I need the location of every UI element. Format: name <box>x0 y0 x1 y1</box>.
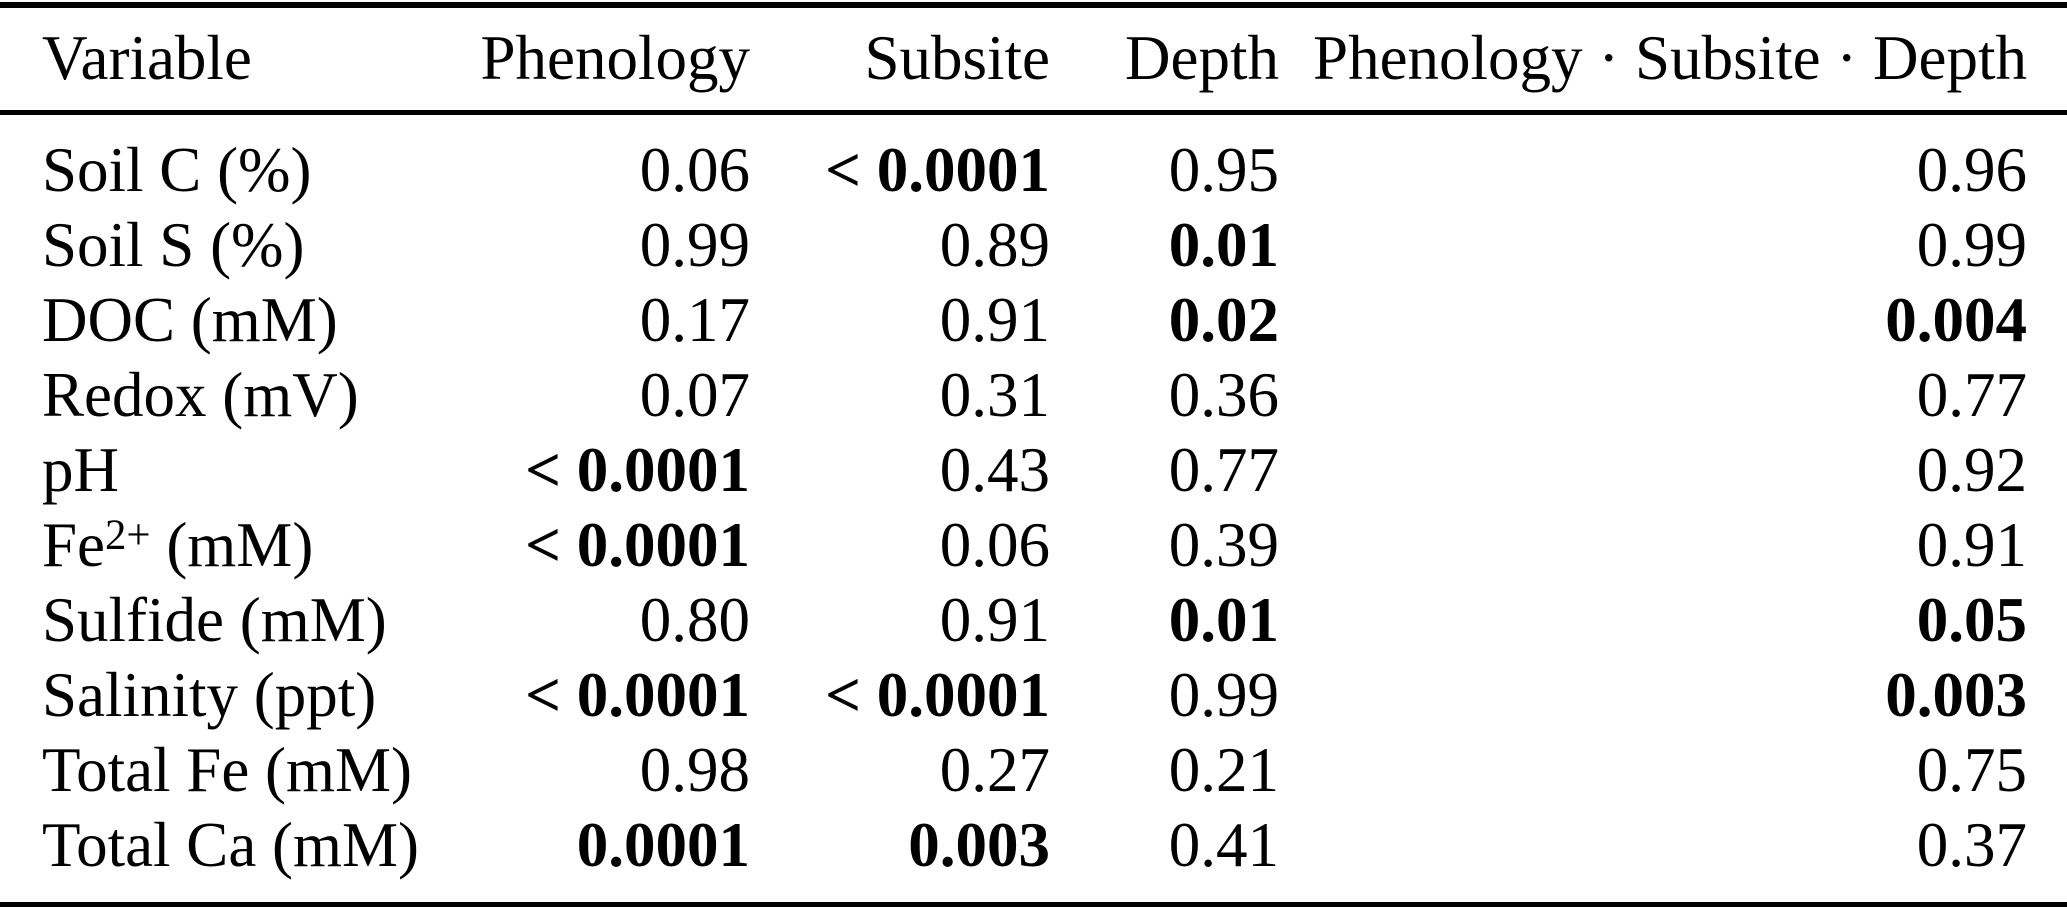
table-header-row: Variable Phenology Subsite Depth Phenolo… <box>0 7 2067 110</box>
p-value-cell: 0.003 <box>1885 660 2027 730</box>
table-row: Redox (mV) 0.07 0.31 0.36 0.77 <box>0 358 2067 433</box>
p-value-cell: 0.01 <box>1168 210 1279 280</box>
column-header-variable: Variable <box>42 23 252 93</box>
table-top-rule <box>0 2 2067 8</box>
variable-label: Soil S (%) <box>42 210 305 280</box>
p-value-cell: 0.36 <box>1168 360 1279 430</box>
p-value-cell: 0.77 <box>1916 360 2027 430</box>
p-value-cell: 0.77 <box>1168 435 1279 505</box>
p-value-cell: 0.003 <box>908 810 1050 880</box>
p-value-cell: 0.91 <box>939 285 1050 355</box>
p-value-cell: 0.91 <box>939 585 1050 655</box>
p-value-cell: 0.06 <box>939 510 1050 580</box>
variable-label: Total Fe (mM) <box>42 735 413 805</box>
p-value-cell: 0.39 <box>1168 510 1279 580</box>
p-value-cell: < 0.0001 <box>525 435 750 505</box>
p-value-cell: 0.07 <box>639 360 750 430</box>
variable-label: Sulfide (mM) <box>42 585 387 655</box>
p-value-cell: 0.80 <box>639 585 750 655</box>
table-row: Soil S (%) 0.99 0.89 0.01 0.99 <box>0 208 2067 283</box>
variable-label: Total Ca (mM) <box>42 810 420 880</box>
column-header-depth: Depth <box>1125 23 1279 93</box>
table-row: Total Ca (mM) 0.0001 0.003 0.41 0.37 <box>0 808 2067 883</box>
p-value-cell: 0.43 <box>939 435 1050 505</box>
p-value-cell: 0.99 <box>1916 210 2027 280</box>
p-value-cell: < 0.0001 <box>525 510 750 580</box>
column-header-phenology-subsite-depth: Phenology · Subsite · Depth <box>1313 23 2027 93</box>
variable-label: DOC (mM) <box>42 285 338 355</box>
p-value-cell: 0.99 <box>1168 660 1279 730</box>
p-value-cell: 0.96 <box>1916 135 2027 205</box>
table-row: Sulfide (mM) 0.80 0.91 0.01 0.05 <box>0 583 2067 658</box>
variable-label: Redox (mV) <box>42 360 359 430</box>
variable-label: Soil C (%) <box>42 135 312 205</box>
table-row: Total Fe (mM) 0.98 0.27 0.21 0.75 <box>0 733 2067 808</box>
table-header-rule <box>0 110 2067 115</box>
p-value-cell: 0.0001 <box>576 810 750 880</box>
table-row: Fe2+ (mM) < 0.0001 0.06 0.39 0.91 <box>0 508 2067 583</box>
p-value-cell: 0.05 <box>1916 585 2027 655</box>
p-value-cell: 0.98 <box>639 735 750 805</box>
variable-label: Fe2+ (mM) <box>42 510 314 580</box>
p-value-cell: 0.89 <box>939 210 1050 280</box>
p-value-cell: < 0.0001 <box>825 135 1050 205</box>
variable-label: Salinity (ppt) <box>42 660 377 730</box>
p-value-cell: 0.21 <box>1168 735 1279 805</box>
p-value-cell: 0.95 <box>1168 135 1279 205</box>
column-header-phenology: Phenology <box>480 23 750 93</box>
table-row: Salinity (ppt) < 0.0001 < 0.0001 0.99 0.003 <box>0 658 2067 733</box>
p-value-cell: < 0.0001 <box>825 660 1050 730</box>
table-body: Soil C (%) 0.06 < 0.0001 0.95 0.96 Soil S (%)… <box>0 133 2067 883</box>
superscript: 2+ <box>105 511 151 559</box>
table-bottom-rule <box>0 902 2067 907</box>
p-value-cell: < 0.0001 <box>525 660 750 730</box>
p-value-cell: 0.27 <box>939 735 1050 805</box>
p-value-cell: 0.31 <box>939 360 1050 430</box>
p-value-cell: 0.06 <box>639 135 750 205</box>
table-row: pH < 0.0001 0.43 0.77 0.92 <box>0 433 2067 508</box>
table-row: Soil C (%) 0.06 < 0.0001 0.95 0.96 <box>0 133 2067 208</box>
table-row: DOC (mM) 0.17 0.91 0.02 0.004 <box>0 283 2067 358</box>
column-header-subsite: Subsite <box>864 23 1050 93</box>
p-value-cell: 0.92 <box>1916 435 2027 505</box>
p-value-cell: 0.004 <box>1885 285 2027 355</box>
p-value-cell: 0.01 <box>1168 585 1279 655</box>
p-value-cell: 0.75 <box>1916 735 2027 805</box>
variable-label: pH <box>42 435 119 505</box>
p-value-cell: 0.91 <box>1916 510 2027 580</box>
p-value-cell: 0.02 <box>1168 285 1279 355</box>
p-value-cell: 0.37 <box>1916 810 2027 880</box>
p-value-cell: 0.17 <box>639 285 750 355</box>
p-value-cell: 0.99 <box>639 210 750 280</box>
p-value-cell: 0.41 <box>1168 810 1279 880</box>
